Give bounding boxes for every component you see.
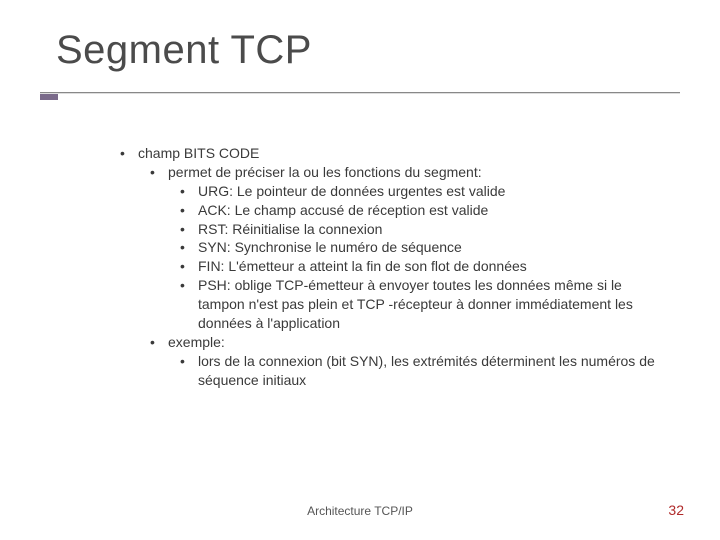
bullet-text: URG: Le pointeur de données urgentes est… [198,183,505,199]
slide: Segment TCP champ BITS CODE permet de pr… [0,0,720,540]
bullet-text: FIN: L'émetteur a atteint la fin de son … [198,258,527,274]
page-number: 32 [668,502,684,518]
bullet-text: ACK: Le champ accusé de réception est va… [198,202,488,218]
slide-body: champ BITS CODE permet de préciser la ou… [120,144,660,390]
bullet-text: permet de préciser la ou les fonctions d… [168,164,482,180]
bullet-text: champ BITS CODE [138,145,259,161]
list-item: lors de la connexion (bit SYN), les extr… [180,352,660,390]
list-item: URG: Le pointeur de données urgentes est… [180,182,660,201]
list-item: SYN: Synchronise le numéro de séquence [180,238,660,257]
bullet-text: PSH: oblige TCP-émetteur à envoyer toute… [198,277,633,331]
list-item: RST: Réinitialise la connexion [180,220,660,239]
list-item: champ BITS CODE permet de préciser la ou… [120,144,660,390]
bullet-text: exemple: [168,334,225,350]
slide-title: Segment TCP [56,28,312,73]
list-item: exemple: lors de la connexion (bit SYN),… [150,333,660,390]
list-item: permet de préciser la ou les fonctions d… [150,163,660,333]
bullet-text: lors de la connexion (bit SYN), les extr… [198,353,655,388]
title-rule [40,92,680,94]
list-item: FIN: L'émetteur a atteint la fin de son … [180,257,660,276]
title-accent [40,94,58,100]
footer-title: Architecture TCP/IP [0,504,720,518]
list-item: ACK: Le champ accusé de réception est va… [180,201,660,220]
bullet-text: SYN: Synchronise le numéro de séquence [198,239,462,255]
bullet-text: RST: Réinitialise la connexion [198,221,382,237]
list-item: PSH: oblige TCP-émetteur à envoyer toute… [180,276,660,333]
